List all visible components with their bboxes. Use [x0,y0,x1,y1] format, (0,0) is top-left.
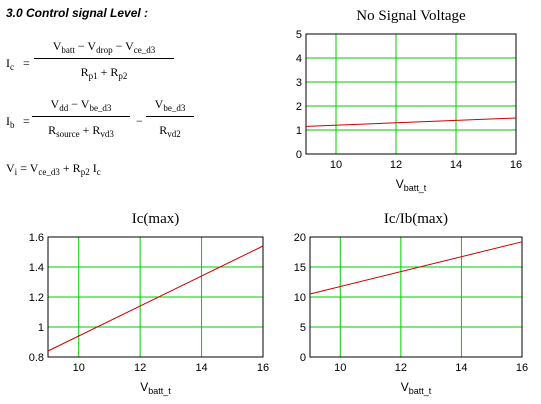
x-tick-label: 14 [455,362,467,374]
x-tick-label: 10 [73,362,85,374]
x-axis-label: Vbatt_t [401,380,432,396]
y-tick-label: 0 [300,352,306,364]
x-tick-label: 12 [134,362,146,374]
ic-denominator: Rp1 + Rp2 [80,65,128,81]
ic-fraction-bar [34,58,174,59]
x-tick-label: 10 [330,159,342,171]
x-tick-label: 16 [516,362,528,374]
plot-frame [305,33,517,155]
chart-svg: Ic/Ib(max) 10 12 14 16 0 5 10 15 20 Vbatt_t [294,211,528,396]
plot-frame [47,236,264,358]
y-tick-label: 0 [296,149,302,161]
y-tick-label: 3 [296,77,302,89]
x-axis-label: Vbatt_t [396,177,427,193]
chart-title: No Signal Voltage [356,8,466,24]
plot-frame [309,236,523,358]
ic-lhs: Ic [6,56,14,72]
chart-ic-max: Ic(max) 10 12 14 16 0.8 1 1.2 1.4 1.6 Vbatt_t [0,203,270,403]
vi-expression: Vi = Vce_d3 + Rp2 Ic [6,161,101,177]
chart-svg: Ic(max) 10 12 14 16 0.8 1 1.2 1.4 1.6 Vbatt_t [29,211,269,396]
y-tick-label: 4 [296,53,302,65]
chart-title: Ic(max) [132,211,179,227]
x-tick-label: 16 [510,159,522,171]
x-tick-label: 14 [450,159,462,171]
chart-no-signal-voltage: No Signal Voltage 10 12 14 16 0 1 2 3 4 5 Vbatt_t [262,0,532,200]
y-tick-label: 15 [294,262,306,274]
chart-title: Ic/Ib(max) [384,211,448,227]
y-tick-label: 10 [294,292,306,304]
ib-lhs: Ib [6,114,15,130]
equation-vi: Vi = Vce_d3 + Rp2 Ic [6,160,186,180]
y-tick-label: 1 [296,125,302,137]
y-tick-label: 1 [38,322,44,334]
series-line [309,241,523,295]
ib-fraction-bar-2 [146,116,194,117]
y-tick-label: 2 [296,101,302,113]
y-tick-label: 20 [294,232,306,244]
section-title: 3.0 Control signal Level : [6,6,149,20]
series-line [305,117,517,127]
y-tick-label: 5 [296,29,302,41]
ib-numerator-2: Vbe_d3 [154,97,186,113]
y-tick-label: 0.8 [29,352,44,364]
ib-minus: − [136,114,143,128]
x-tick-label: 12 [395,362,407,374]
ib-denominator-2: Rvd2 [159,123,181,139]
x-tick-label: 10 [334,362,346,374]
equation-ib: Ib = Vdd − Vbe_d3 Rsource + Rvd3 − Vbe_d… [6,96,206,146]
ib-fraction-bar-1 [32,116,130,117]
equation-ic: Ic = Vbatt − Vdrop − Vce_d3 Rp1 + Rp2 [6,38,196,88]
y-tick-label: 1.2 [29,292,44,304]
ic-numerator: Vbatt − Vdrop − Vce_d3 [52,39,156,55]
x-tick-label: 16 [257,362,269,374]
series-line [47,245,264,352]
chart-ic-ib-max: Ic/Ib(max) 10 12 14 16 0 5 10 15 20 Vbatt_t [268,203,538,403]
ib-denominator-1: Rsource + Rvd3 [48,123,114,139]
x-tick-label: 14 [195,362,207,374]
y-tick-label: 5 [300,322,306,334]
y-tick-label: 1.6 [29,232,44,244]
x-axis-label: Vbatt_t [140,380,171,396]
x-tick-label: 12 [390,159,402,171]
y-tick-label: 1.4 [29,262,44,274]
ib-numerator-1: Vdd − Vbe_d3 [50,97,112,113]
